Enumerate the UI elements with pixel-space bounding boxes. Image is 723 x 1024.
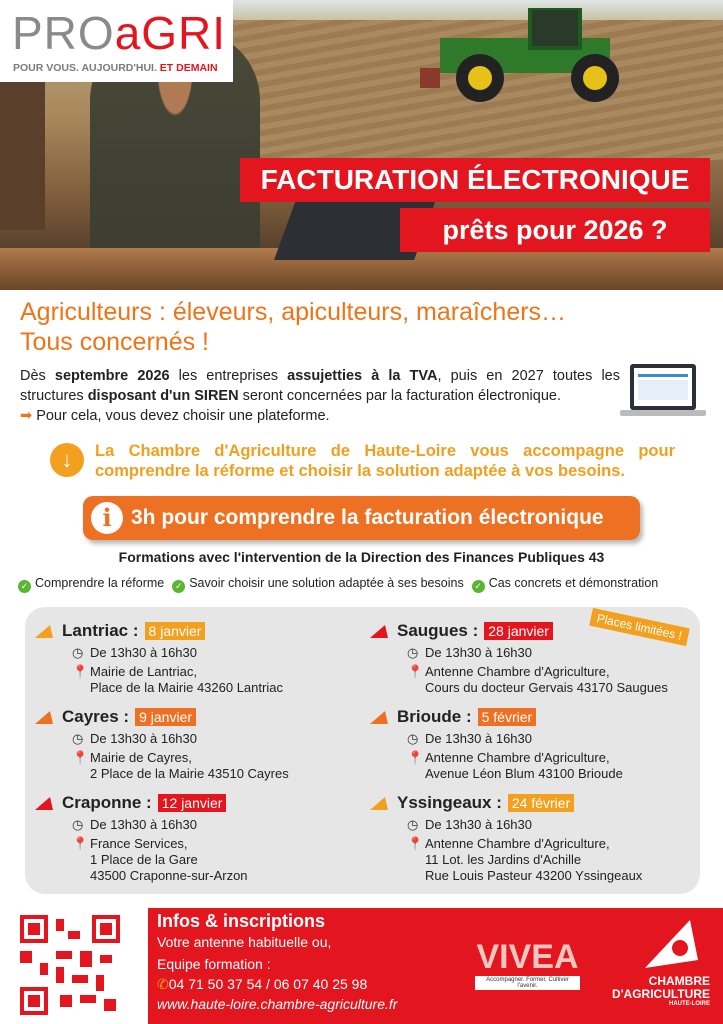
session-card: Lantriac : 8 janvier ◷ De 13h30 à 16h30 📍 Mai… [34, 620, 368, 696]
location-pin-icon: 📍 [72, 750, 89, 765]
check-icon: ✓ [18, 580, 31, 593]
flag-icon [369, 624, 395, 638]
training-banner: i 3h pour comprendre la facturation élec… [83, 496, 640, 540]
callout: ↓ La Chambre d'Agriculture de Haute-Loir… [50, 441, 675, 481]
session-time: De 13h30 à 16h30 [425, 817, 532, 832]
intro-text: Dès septembre 2026 les entreprises assuj… [20, 368, 620, 424]
session-town: Saugues : [397, 621, 479, 640]
website-link[interactable]: www.haute-loire.chambre-agriculture.fr [157, 996, 398, 1012]
session-date: 24 février [507, 794, 575, 812]
session-card: Brioude : 5 février ◷ De 13h30 à 16h30 📍 Ante… [369, 706, 703, 782]
checklist: ✓ Comprendre la réforme ✓ Savoir choisir u… [18, 576, 718, 593]
info-icon: i [91, 502, 123, 534]
session-card: Craponne : 12 janvier ◷ De 13h30 à 16h30 📍 Fr… [34, 792, 368, 884]
location-pin-icon: 📍 [407, 750, 424, 765]
clock-icon: ◷ [72, 731, 84, 746]
session-time: De 13h30 à 16h30 [425, 645, 532, 660]
session-town: Cayres : [62, 707, 130, 726]
vivea-logo: VIVEA Accompagner. Former. Cultiver l'av… [475, 938, 580, 990]
arrow-right-icon: ➡ [20, 408, 33, 424]
session-time: De 13h30 à 16h30 [90, 645, 197, 660]
session-address: Antenne Chambre d'Agriculture, Avenue Léo… [425, 750, 623, 781]
qr-code[interactable] [20, 915, 120, 1015]
section-heading: Agriculteurs : éleveurs, apiculteurs, ma… [20, 298, 567, 356]
session-time: De 13h30 à 16h30 [425, 731, 532, 746]
session-address: Antenne Chambre d'Agriculture, 11 Lot. le… [425, 836, 643, 883]
check-icon: ✓ [172, 580, 186, 593]
session-town: Lantriac : [62, 621, 139, 640]
flag-icon [34, 796, 60, 810]
session-card: Yssingeaux : 24 février ◷ De 13h30 à 16h30 📍… [369, 792, 703, 884]
footer-contact: Infos & inscriptions Votre antenne habit… [148, 908, 723, 1024]
session-town: Brioude : [397, 707, 472, 726]
session-address: Antenne Chambre d'Agriculture, Cours du d… [425, 664, 668, 695]
session-date: 12 janvier [157, 794, 227, 812]
flag-icon [369, 796, 395, 810]
check-item: ✓ Cas concrets et démonstration [471, 576, 658, 593]
session-card: Cayres : 9 janvier ◷ De 13h30 à 16h30 📍 Mairi… [34, 706, 368, 782]
check-icon: ✓ [471, 580, 485, 593]
session-date: 28 janvier [484, 622, 553, 640]
flag-icon [34, 624, 60, 638]
clock-icon: ◷ [72, 645, 84, 660]
session-date: 5 février [477, 708, 537, 726]
check-item: ✓ Savoir choisir une solution adaptée à s… [172, 576, 464, 593]
session-address: Mairie de Cayres, 2 Place de la Mairie 43… [90, 750, 289, 781]
location-pin-icon: 📍 [72, 664, 89, 679]
location-pin-icon: 📍 [407, 836, 424, 851]
clock-icon: ◷ [407, 731, 419, 746]
formations-subtitle: Formations avec l'intervention de la Dir… [118, 549, 605, 565]
clock-icon: ◷ [72, 817, 84, 832]
session-time: De 13h30 à 16h30 [90, 817, 197, 832]
flag-icon [34, 710, 60, 724]
session-address: France Services, 1 Place de la Gare 43500 … [90, 836, 248, 883]
phone-icon: ✆ [157, 976, 169, 992]
location-pin-icon: 📍 [72, 836, 89, 851]
phone-numbers[interactable]: 04 71 50 37 54 / 06 07 40 25 98 [168, 976, 368, 992]
arrow-down-icon: ↓ [50, 443, 84, 477]
laptop-invoice-icon [620, 364, 706, 416]
session-time: De 13h30 à 16h30 [90, 731, 197, 746]
sessions-panel [25, 607, 700, 894]
check-item: ✓ Comprendre la réforme [18, 576, 164, 593]
clock-icon: ◷ [407, 645, 419, 660]
clock-icon: ◷ [407, 817, 419, 832]
session-date: 8 janvier [144, 622, 206, 640]
session-town: Yssingeaux : [397, 793, 502, 812]
session-address: Mairie de Lantriac, Place de la Mairie 43… [90, 664, 283, 695]
tractor-image [420, 8, 619, 102]
subtitle-banner: prêts pour 2026 ? [400, 208, 710, 252]
session-card: Saugues : 28 janvier ◷ De 13h30 à 16h30 📍 Ant… [369, 620, 703, 696]
chambre-agriculture-logo: CHAMBRE D'AGRICULTURE HAUTE-LOIRE [600, 920, 710, 1010]
proagri-logo: PROaGRI POUR VOUS. AUJOURD'HUI. ET DEMAI… [0, 0, 233, 82]
title-banner: FACTURATION ÉLECTRONIQUE [240, 158, 710, 202]
session-town: Craponne : [62, 793, 152, 812]
location-pin-icon: 📍 [407, 664, 424, 679]
session-date: 9 janvier [135, 708, 197, 726]
flag-icon [369, 710, 395, 724]
